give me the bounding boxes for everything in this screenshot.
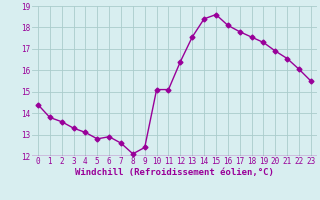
X-axis label: Windchill (Refroidissement éolien,°C): Windchill (Refroidissement éolien,°C) [75,168,274,177]
